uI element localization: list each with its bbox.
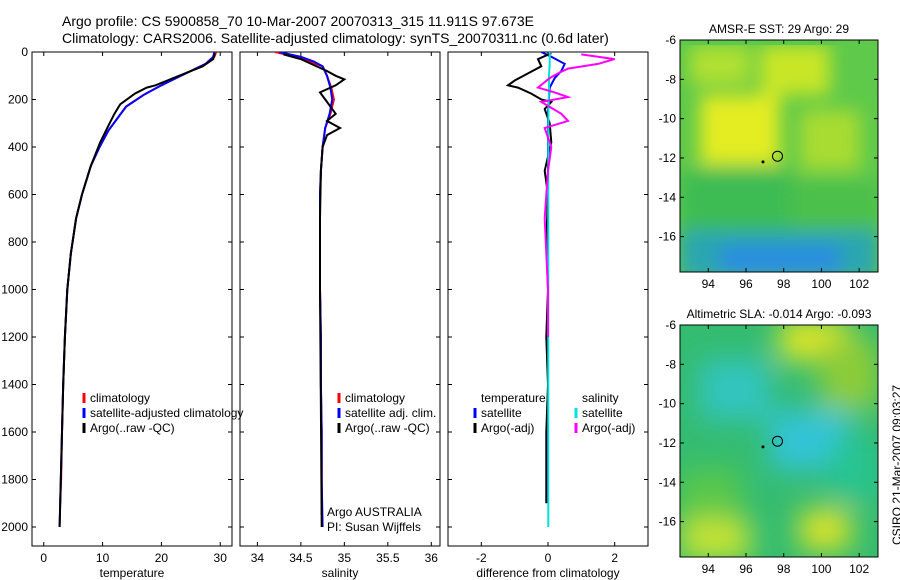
header-line-1: Argo profile: CS 5900858_70 10-Mar-2007 … — [62, 13, 534, 29]
difference-series-line — [547, 52, 551, 527]
difference-xtick-label: 0 — [545, 551, 552, 565]
temperature-ytick-label: 600 — [8, 188, 28, 202]
sla-map-axes-box — [679, 324, 879, 558]
salinity-annotation: PI: Susan Wijffels — [327, 520, 421, 534]
sla-map-ytick-label: -6 — [665, 318, 676, 332]
temperature-series-line — [59, 52, 218, 504]
sst-map-float-marker — [771, 150, 783, 162]
temperature-ytick-label: 2000 — [1, 520, 28, 534]
sst-map-ytick-label: -8 — [665, 72, 676, 86]
salinity-axes-box — [239, 51, 441, 547]
temperature-xlabel: temperature — [100, 566, 165, 580]
sst-map-title: AMSR-E SST: 29 Argo: 29 — [709, 22, 849, 36]
sla-map-chart: 94 96 98 100 102 -6 -8 -10 -12 -14 -16 Altimetric S… — [659, 307, 879, 576]
temperature-ytick-label: 1400 — [1, 378, 28, 392]
sla-map-title: Altimetric SLA: -0.014 Argo: -0.093 — [687, 307, 872, 321]
salinity-legend-item-label: satellite adj. clim. — [345, 406, 436, 420]
sst-map-ytick-label: -14 — [659, 190, 677, 204]
difference-series-line — [505, 52, 554, 504]
sst-map-xtick-label: 98 — [777, 277, 791, 291]
temperature-xtick-label: 30 — [214, 551, 228, 565]
sst-map-ytick-label: -6 — [665, 33, 676, 47]
difference-xtick-label: -2 — [476, 551, 487, 565]
sla-map-prior-marker — [761, 445, 765, 449]
temperature-series-line — [58, 52, 216, 528]
sla-map-ytick-label: -10 — [659, 397, 677, 411]
salinity-legend-item-label: climatology — [345, 391, 405, 405]
temperature-legend-item-label: climatology — [90, 391, 150, 405]
temperature-xtick-label: 20 — [155, 551, 169, 565]
sst-map-axes-box — [679, 39, 879, 273]
salinity-annotation: Argo AUSTRALIA — [327, 505, 422, 519]
difference-series-line — [540, 52, 567, 504]
salinity-xtick-label: 34.5 — [289, 551, 313, 565]
sla-map-ytick-label: -14 — [659, 475, 677, 489]
sst-map-xtick-label: 96 — [739, 277, 753, 291]
sst-map-chart: 94 96 98 100 102 -6 -8 -10 -12 -14 -16 AMSR-E SST: … — [659, 22, 879, 291]
salinity-xlabel: salinity — [322, 566, 359, 580]
sla-map-ytick-label: -16 — [659, 515, 677, 529]
salinity-series-line — [278, 52, 334, 528]
sst-map-xtick-label: 100 — [811, 277, 831, 291]
sst-map-ytick-label: -12 — [659, 151, 677, 165]
difference-legend-item-label: Argo(-adj) — [582, 421, 635, 435]
sla-map-ytick-label: -8 — [665, 357, 676, 371]
sla-heatmap — [680, 325, 878, 557]
temperature-ytick-label: 400 — [8, 140, 28, 154]
salinity-legend-item-label: Argo(..raw -QC) — [345, 421, 430, 435]
difference-xtick-label: 2 — [611, 551, 618, 565]
temperature-legend-item-label: satellite-adjusted climatology — [90, 406, 243, 420]
temperature-chart: 0 10 20 30 0 200 400 600 800 1000 1200 1400 1600 1800… — [1, 45, 243, 580]
sla-map-xtick-label: 96 — [739, 562, 753, 576]
difference-legend-item-label: satellite — [582, 406, 623, 420]
salinity-series-group — [274, 52, 347, 528]
sla-map-xtick-label: 102 — [849, 562, 869, 576]
difference-xlabel: difference from climatology — [476, 566, 619, 580]
temperature-ytick-label: 1200 — [1, 330, 28, 344]
sst-map-xtick-label: 94 — [702, 277, 716, 291]
temperature-ytick-label: 1000 — [1, 283, 28, 297]
difference-series-group — [505, 52, 615, 527]
temperature-xtick-label: 0 — [40, 551, 47, 565]
difference-legend-item-label: Argo(-adj) — [481, 421, 534, 435]
sst-map-xtick-label: 102 — [849, 277, 869, 291]
sla-map-xtick-label: 94 — [702, 562, 716, 576]
sst-map-prior-marker — [761, 160, 765, 164]
sla-map-ytick-label: -12 — [659, 436, 677, 450]
temperature-legend-item-label: Argo(..raw -QC) — [90, 421, 175, 435]
salinity-xtick-label: 35 — [338, 551, 352, 565]
temperature-ytick-label: 0 — [21, 45, 28, 59]
difference-series-line — [535, 53, 615, 337]
difference-legend-item-label: satellite — [481, 406, 522, 420]
salinity-xtick-label: 34 — [251, 551, 265, 565]
salinity-xtick-label: 35.5 — [376, 551, 400, 565]
temperature-ytick-label: 200 — [8, 93, 28, 107]
footer-stamp: CSIRO 21-Mar-2007 09:03:27 — [890, 384, 900, 545]
salinity-series-line — [283, 53, 347, 528]
difference-legend-heading: salinity — [582, 391, 619, 405]
temperature-series-line — [58, 52, 216, 528]
difference-legend-heading: temperature — [481, 391, 546, 405]
sst-map-ytick-label: -10 — [659, 112, 677, 126]
sla-map-xtick-label: 98 — [777, 562, 791, 576]
salinity-chart: 34 34.5 35 35.5 36 salinity climatologysatelli… — [239, 51, 441, 580]
temperature-ytick-label: 800 — [8, 235, 28, 249]
salinity-series-line — [274, 52, 335, 516]
sst-heatmap — [680, 40, 878, 272]
temperature-ytick-label: 1600 — [1, 425, 28, 439]
sst-map-ytick-label: -16 — [659, 230, 677, 244]
sla-map-xtick-label: 100 — [811, 562, 831, 576]
salinity-xtick-label: 36 — [425, 551, 439, 565]
temperature-series-group — [58, 52, 218, 528]
header-line-2: Climatology: CARS2006. Satellite-adjuste… — [62, 30, 609, 46]
temperature-axes-box — [31, 51, 233, 547]
sla-map-float-marker — [771, 435, 783, 447]
temperature-ytick-label: 1800 — [1, 473, 28, 487]
temperature-xtick-label: 10 — [96, 551, 110, 565]
